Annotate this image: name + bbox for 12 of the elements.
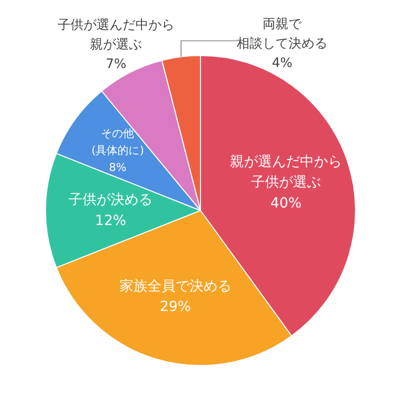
data-label: 7%	[106, 56, 126, 72]
data-label: 4%	[272, 56, 292, 71]
slice-label: 両親で相談して決める	[236, 16, 328, 52]
slice-label: 親が選んだ中から子供が選ぶ	[230, 154, 342, 191]
data-label: 29%	[160, 299, 191, 316]
slice-label: 子供が決める	[68, 192, 153, 208]
slice-label: 子供が選んだ中から親が選ぶ	[58, 18, 175, 52]
data-label: 12%	[95, 212, 126, 229]
slice-label: その他(具体的に)	[91, 126, 144, 157]
slice-label: 家族全員で決める	[119, 278, 232, 294]
data-label: 8%	[109, 160, 126, 174]
data-label: 40%	[270, 196, 302, 212]
